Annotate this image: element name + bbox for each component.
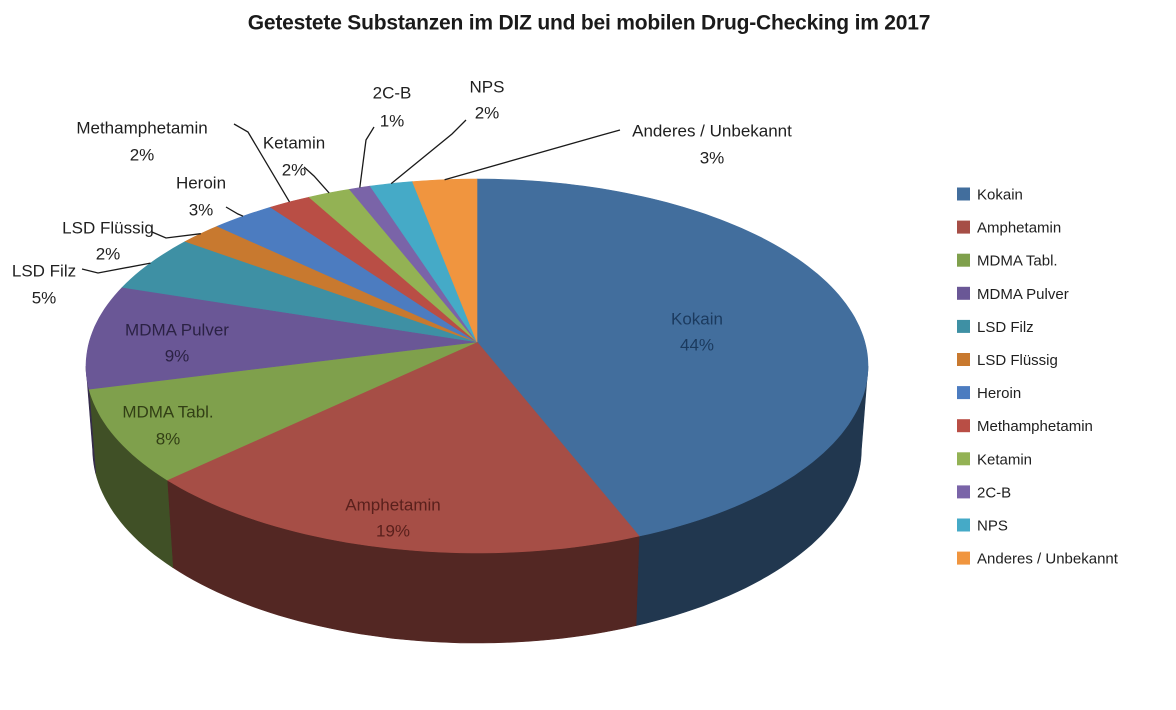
slice-label-lsd-filz: LSD Filz: [12, 262, 76, 281]
slice-pct-ketamin: 2%: [282, 161, 307, 180]
legend-swatch-2c-b: [957, 485, 970, 499]
legend-item: 2C-B: [957, 484, 1011, 501]
legend-label-nps: NPS: [977, 518, 1008, 535]
legend-swatch-anderes-unbekannt: [957, 551, 970, 565]
slice-label-methamphetamin: Methamphetamin: [76, 119, 207, 138]
pie-slice-kokain: [476, 178, 869, 537]
leader-lines: [81, 119, 621, 274]
legend-swatch-mdma-tabl: [957, 253, 970, 267]
legend-swatch-ketamin: [957, 452, 970, 466]
legend-item: LSD Flüssig: [957, 352, 1058, 369]
slice-pct-amphetamin: 19%: [376, 522, 410, 541]
chart-title: Getestete Substanzen im DIZ und bei mobi…: [248, 12, 930, 35]
pie-slice-lsd-fl-ssig: [184, 225, 478, 343]
legend-label-mdma-pulver: MDMA Pulver: [977, 286, 1069, 303]
legend-label-kokain: Kokain: [977, 187, 1023, 204]
legend-swatch-mdma-pulver: [957, 286, 970, 300]
leader-line-lsd-filz: [81, 262, 151, 274]
legend-item: Heroin: [957, 385, 1021, 402]
leader-line-nps: [390, 119, 467, 185]
slice-labels: Kokain 44% Amphetamin 19% MDMA Tabl. 8% MDMA P…: [12, 78, 792, 541]
slice-pct-heroin: 3%: [189, 201, 214, 220]
slice-pct-2c-b: 1%: [380, 112, 405, 131]
leader-line-heroin: [225, 206, 244, 217]
leader-line-anderes-unbekannt: [444, 129, 621, 181]
pie-slice-mdma-tabl: [88, 341, 478, 481]
leader-line-lsd-fl-ssig: [151, 231, 201, 239]
legend-label-anderes-unbekannt: Anderes / Unbekannt: [977, 551, 1119, 568]
legend-label-amphetamin: Amphetamin: [977, 220, 1061, 237]
legend-label-2c-b: 2C-B: [977, 484, 1011, 501]
legend-swatch-lsd-filz: [957, 319, 970, 333]
slice-label-mdma-pulver: MDMA Pulver: [125, 321, 229, 340]
pie-slice-mdma-pulver: [85, 286, 478, 390]
slice-label-amphetamin: Amphetamin: [345, 496, 440, 515]
legend-item: NPS: [957, 518, 1008, 535]
leader-line-methamphetamin: [233, 123, 291, 203]
slice-pct-mdma-tabl: 8%: [156, 430, 181, 449]
slice-label-nps: NPS: [470, 78, 505, 97]
slice-pct-anderes-unbekannt: 3%: [700, 149, 725, 168]
legend: Kokain Amphetamin MDMA Tabl. MDMA Pulver LSD…: [957, 187, 1119, 568]
legend-swatch-nps: [957, 518, 970, 532]
pie-slice-methamphetamin: [269, 196, 478, 343]
slice-label-2c-b: 2C-B: [373, 84, 412, 103]
pie-3d-sides: [85, 366, 869, 644]
legend-item: Ketamin: [957, 451, 1032, 468]
slice-label-mdma-tabl: MDMA Tabl.: [122, 403, 213, 422]
leader-line-2c-b: [359, 126, 375, 188]
legend-item: Anderes / Unbekannt: [957, 551, 1119, 568]
legend-swatch-lsd-fl-ssig: [957, 353, 970, 366]
slice-pct-lsd-filz: 5%: [32, 289, 57, 308]
legend-label-lsd-filz: LSD Filz: [977, 319, 1034, 336]
slice-pct-kokain: 44%: [680, 336, 714, 355]
slice-label-kokain: Kokain: [671, 310, 723, 329]
slice-pct-lsd-fl-ssig: 2%: [96, 245, 121, 264]
legend-item: LSD Filz: [957, 319, 1034, 336]
slice-label-ketamin: Ketamin: [263, 134, 325, 153]
legend-item: Kokain: [957, 187, 1023, 204]
slice-label-heroin: Heroin: [176, 174, 226, 193]
slice-pct-mdma-pulver: 9%: [165, 347, 190, 366]
legend-swatch-heroin: [957, 386, 970, 400]
pie-slice-ketamin: [308, 188, 478, 343]
legend-label-mdma-tabl: MDMA Tabl.: [977, 253, 1058, 270]
legend-label-heroin: Heroin: [977, 385, 1021, 402]
legend-label-lsd-fl-ssig: LSD Flüssig: [977, 352, 1058, 369]
slice-pct-methamphetamin: 2%: [130, 146, 155, 165]
slice-label-lsd-fl-ssig: LSD Flüssig: [62, 219, 154, 238]
legend-item: MDMA Tabl.: [957, 253, 1058, 270]
legend-swatch-kokain: [957, 187, 970, 201]
pie-slice-amphetamin: [166, 341, 640, 554]
legend-item: Amphetamin: [957, 220, 1061, 237]
leader-line-ketamin: [303, 166, 330, 194]
legend-swatch-amphetamin: [957, 220, 970, 234]
slice-pct-nps: 2%: [475, 104, 500, 123]
legend-item: MDMA Pulver: [957, 286, 1069, 303]
legend-swatch-methamphetamin: [957, 419, 970, 433]
legend-label-ketamin: Ketamin: [977, 451, 1032, 468]
slice-label-anderes-unbekannt: Anderes / Unbekannt: [632, 122, 792, 141]
pie-slices: [85, 178, 869, 554]
legend-label-methamphetamin: Methamphetamin: [977, 418, 1093, 435]
legend-item: Methamphetamin: [957, 418, 1093, 435]
